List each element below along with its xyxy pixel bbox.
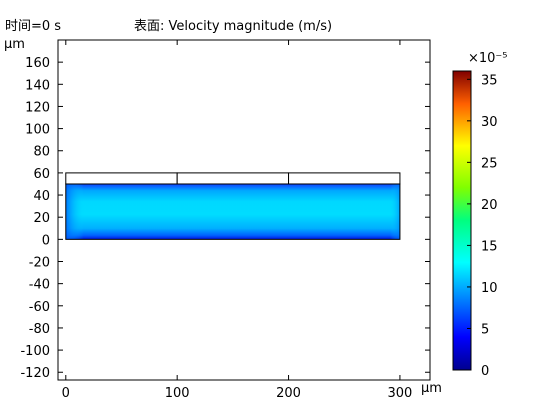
fluid-domain-field [65,183,400,240]
plot-title: 表面: Velocity magnitude (m/s) [134,19,333,34]
y-tick-label: 80 [33,145,50,160]
y-tick-label: -60 [29,300,50,315]
y-tick-label: -40 [29,278,50,293]
y-tick-label: 120 [25,100,50,115]
outlet-wall-shading [389,183,400,240]
y-tick-label: 0 [42,233,50,248]
membrane-strip-3 [288,172,401,185]
colorbar-tick-label: 25 [481,156,498,171]
colorbar-tick-label: 5 [481,322,489,337]
x-tick-label: 100 [165,386,190,400]
x-axis-unit-label: µm [421,381,442,396]
colorbar-tick-label: 10 [481,281,498,296]
inlet-wall-shading [65,183,84,240]
colorbar-tick-label: 15 [481,239,498,254]
x-tick-label: 200 [276,386,301,400]
membrane-strip-1 [65,172,178,185]
colorbar-tick-label: 0 [481,364,489,379]
y-tick-label: 100 [25,123,50,138]
membrane-strip-2 [176,172,290,185]
colorbar [452,70,472,371]
y-tick-label: 140 [25,78,50,93]
colorbar-tick-label: 35 [481,73,498,88]
y-tick-label: -20 [29,255,50,270]
y-tick-label: 20 [33,211,50,226]
y-tick-label: 60 [33,167,50,182]
y-axis-unit-label: µm [4,37,25,52]
y-tick-label: -120 [20,366,50,381]
y-tick-label: -100 [20,344,50,359]
y-tick-label: 40 [33,189,50,204]
x-tick-label: 0 [62,386,70,400]
y-tick-label: -80 [29,322,50,337]
x-tick-label: 300 [388,386,413,400]
time-label: 时间=0 s [5,19,62,34]
colorbar-scale-label: ×10⁻⁵ [468,51,508,66]
y-tick-label: 160 [25,56,50,71]
colorbar-tick-label: 20 [481,198,498,213]
colorbar-tick-label: 30 [481,115,498,130]
